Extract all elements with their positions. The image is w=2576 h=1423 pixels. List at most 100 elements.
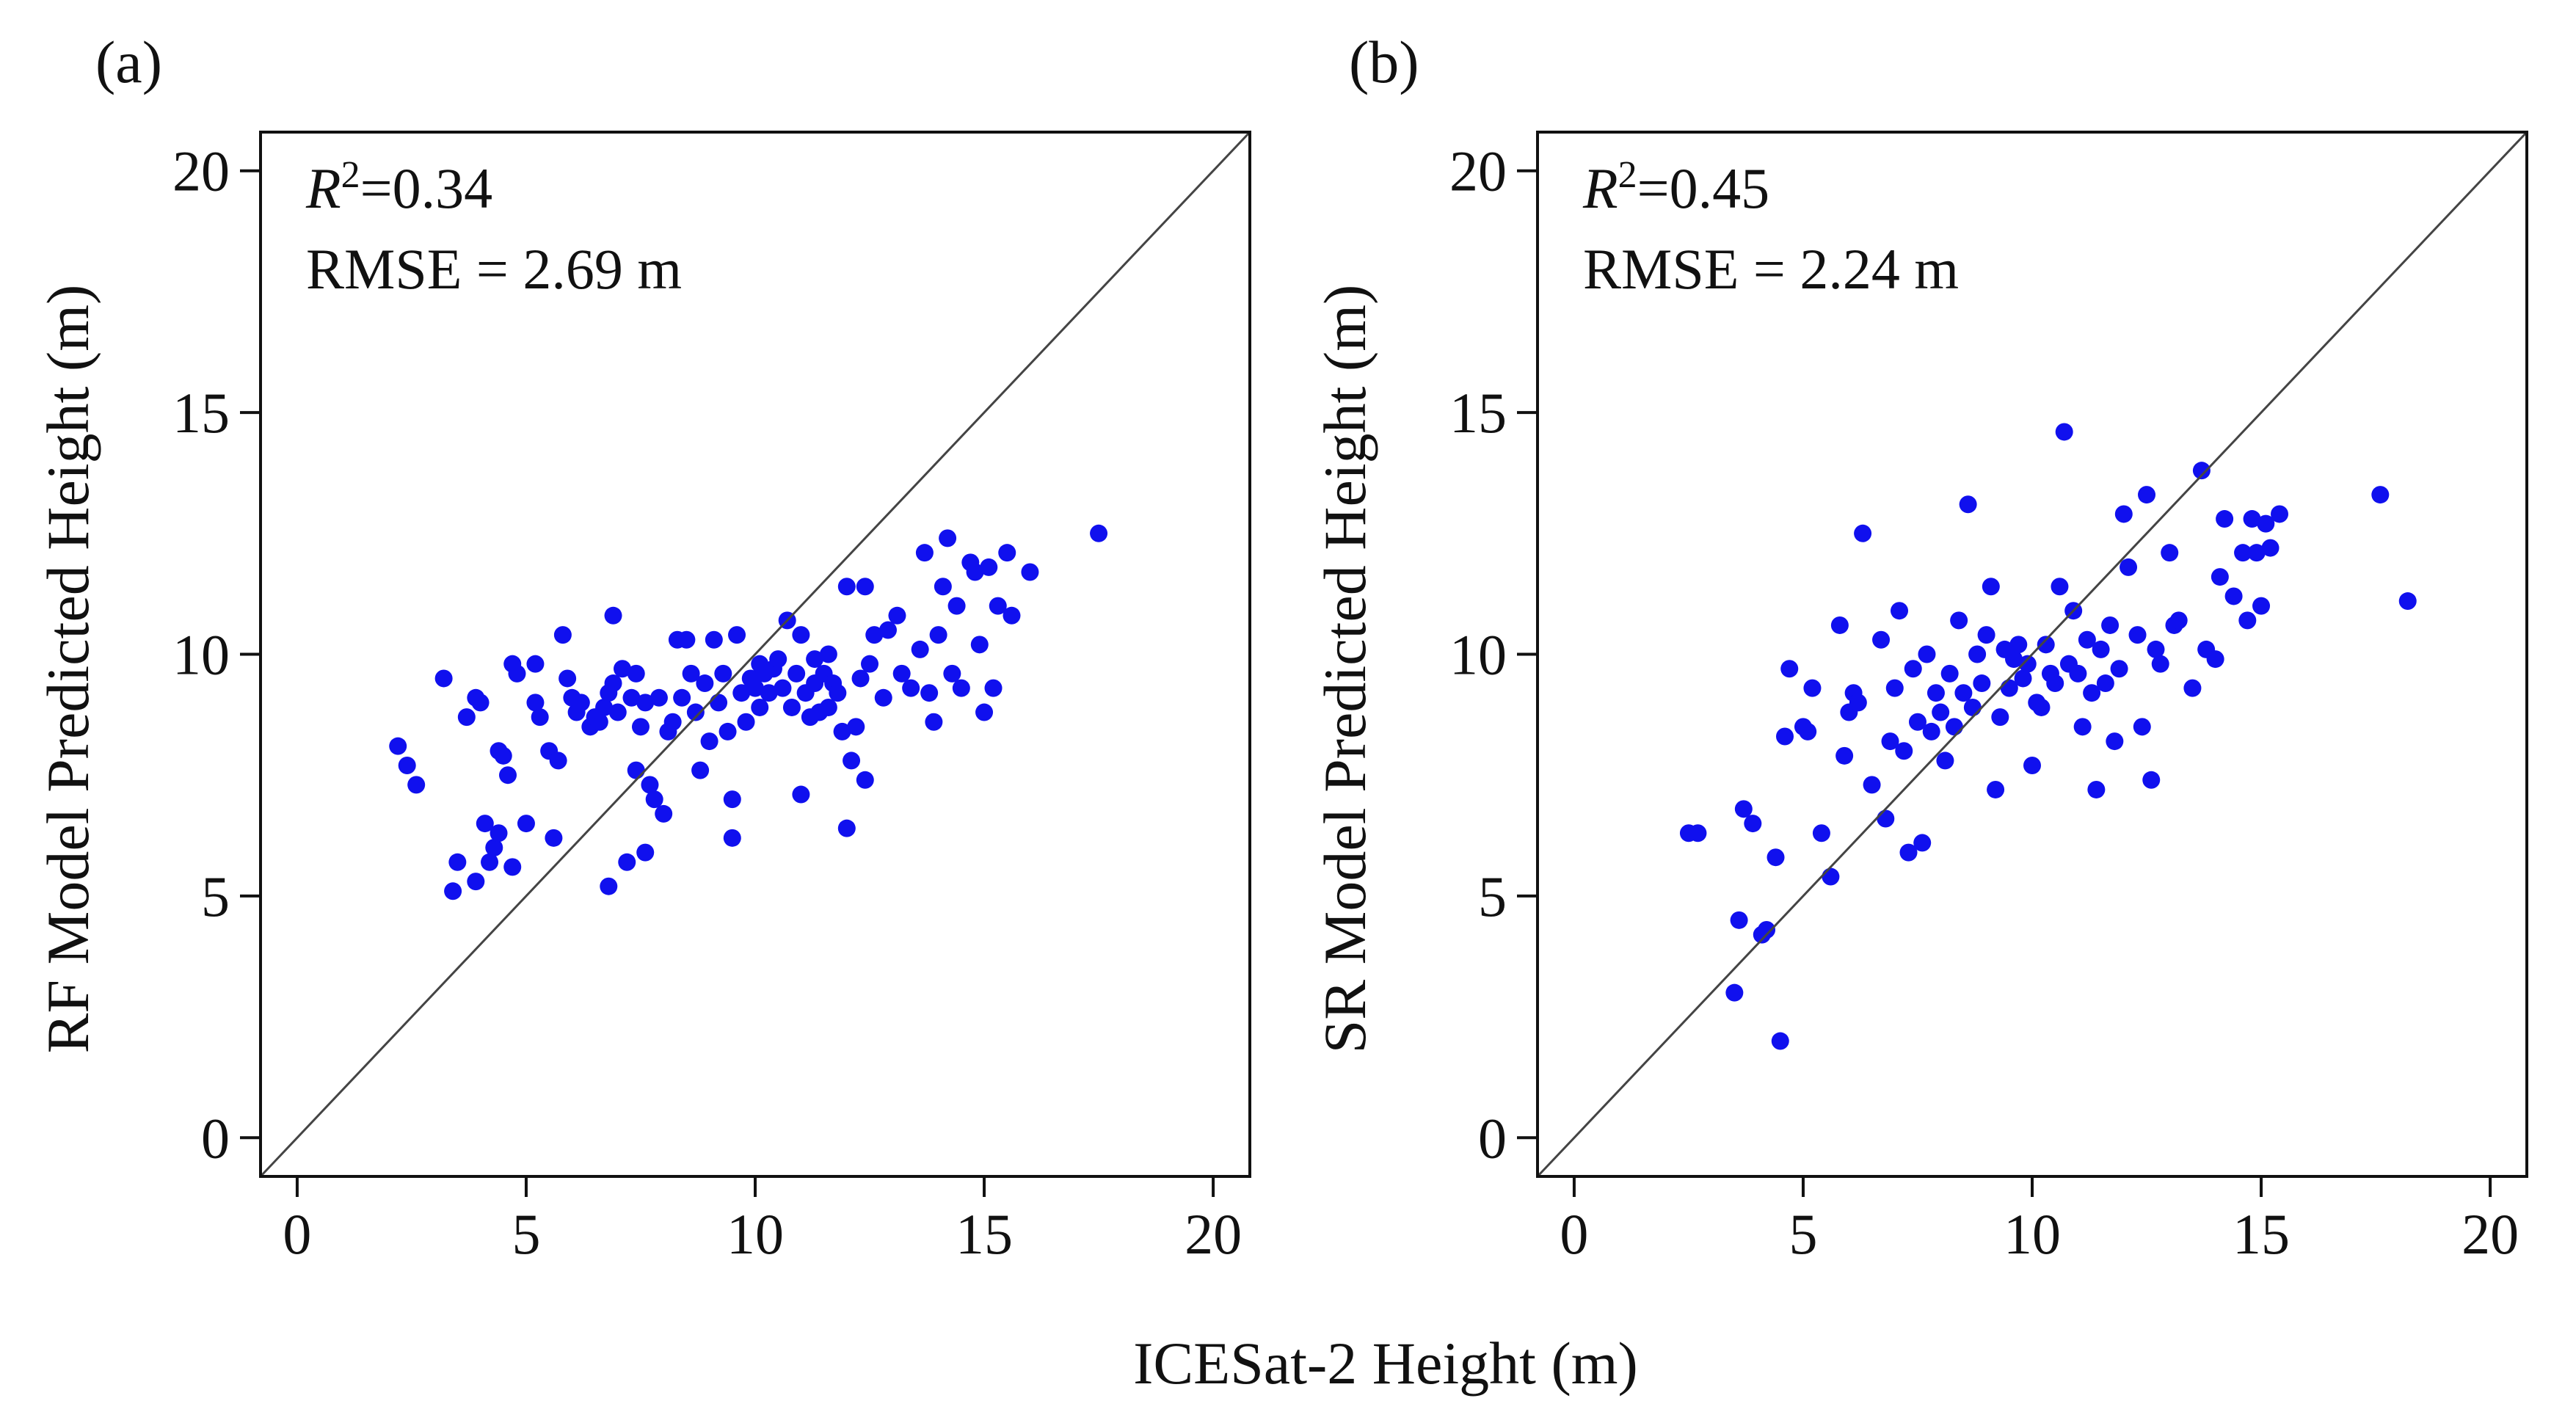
data-point	[2238, 611, 2257, 630]
data-point	[2371, 486, 2390, 504]
data-point	[1987, 780, 2005, 798]
data-point	[572, 694, 590, 712]
data-point	[407, 776, 426, 794]
y-tick-label: 10	[172, 623, 230, 687]
data-point	[2037, 636, 2055, 654]
data-point	[2023, 757, 2041, 775]
data-point	[746, 679, 764, 697]
data-point	[531, 708, 549, 727]
y-axis-title: SR Model Predicted Height (m)	[1311, 285, 1378, 1054]
data-point	[1899, 843, 1918, 862]
identity-line	[1536, 131, 2528, 1178]
data-point	[2046, 674, 2064, 693]
data-point	[1918, 645, 1936, 663]
data-point	[1885, 679, 1904, 697]
data-point	[2138, 486, 2156, 504]
data-point	[457, 708, 476, 727]
data-point	[494, 746, 512, 765]
y-axis-title: RF Model Predicted Height (m)	[34, 285, 101, 1054]
data-point	[920, 684, 939, 702]
data-point	[545, 829, 563, 847]
data-point	[700, 732, 718, 751]
data-point	[1940, 664, 1959, 683]
data-point	[1003, 606, 1021, 625]
data-point	[728, 626, 746, 644]
data-point	[682, 664, 700, 683]
data-point	[508, 664, 526, 683]
data-point	[902, 679, 920, 697]
data-point	[929, 626, 947, 644]
data-point	[1767, 848, 1785, 867]
data-point	[2005, 650, 2023, 669]
data-point	[434, 669, 453, 688]
data-point	[718, 722, 737, 740]
data-point	[618, 853, 636, 871]
data-point	[2261, 539, 2280, 557]
data-point	[1977, 626, 1995, 644]
data-point	[499, 766, 517, 785]
data-point	[1854, 524, 1872, 542]
data-point	[1963, 698, 1982, 716]
data-point	[614, 660, 632, 678]
data-point	[2120, 558, 2138, 576]
data-point	[874, 688, 892, 707]
y-tick-label: 15	[172, 381, 230, 445]
data-point	[952, 679, 970, 697]
y-tick-label: 0	[1478, 1106, 1507, 1170]
r-squared-label: R2=0.45	[1582, 154, 1769, 220]
r-squared-symbol: R	[1582, 156, 1618, 220]
data-point	[1891, 602, 1909, 620]
scatter-points	[389, 524, 1108, 900]
data-point	[915, 544, 934, 562]
x-tick-label: 15	[956, 1202, 1013, 1266]
data-point	[819, 645, 837, 663]
x-tick-label: 0	[283, 1202, 311, 1266]
data-point	[1908, 713, 1926, 731]
data-point	[2257, 514, 2275, 533]
data-point	[1881, 732, 1899, 751]
data-point	[2114, 505, 2133, 523]
r-squared-value: =0.34	[360, 156, 493, 220]
y-axis: 0 5 10 15 20	[1449, 139, 1538, 1170]
data-point	[2151, 655, 2169, 673]
rmse-label: RMSE = 2.69 m	[306, 237, 682, 301]
r-squared-exponent: 2	[341, 154, 360, 196]
data-point	[517, 815, 535, 833]
data-point	[1090, 524, 1108, 542]
data-point	[1849, 694, 1867, 712]
data-point	[1932, 703, 1950, 721]
data-point	[1926, 684, 1945, 702]
r-squared-label: R2=0.34	[305, 154, 492, 220]
y-tick-label: 5	[201, 865, 230, 928]
data-point	[608, 703, 627, 721]
data-point	[1982, 578, 2000, 596]
data-point	[444, 882, 462, 900]
data-point	[888, 606, 906, 625]
data-point	[984, 679, 1003, 697]
data-point	[723, 829, 741, 847]
data-point	[1744, 815, 1762, 833]
data-point	[1799, 722, 1817, 740]
data-point	[398, 757, 416, 775]
data-point	[1776, 727, 1794, 746]
data-point	[980, 558, 998, 576]
data-point	[2009, 636, 2028, 654]
data-point	[2247, 544, 2266, 562]
data-point	[2234, 544, 2252, 562]
data-point	[925, 713, 943, 731]
x-tick-label: 20	[2462, 1202, 2519, 1266]
data-point	[2243, 510, 2261, 528]
y-tick-label: 15	[1449, 381, 1507, 445]
data-point	[1689, 824, 1707, 842]
data-point	[471, 694, 490, 712]
data-point	[595, 698, 614, 716]
data-point	[590, 713, 608, 731]
data-point	[829, 684, 847, 702]
data-point	[549, 751, 567, 770]
data-point	[691, 761, 710, 779]
data-point	[2018, 655, 2037, 673]
data-point	[939, 529, 957, 547]
data-point	[1904, 660, 1922, 678]
data-point	[2087, 780, 2106, 798]
data-point	[856, 578, 874, 596]
